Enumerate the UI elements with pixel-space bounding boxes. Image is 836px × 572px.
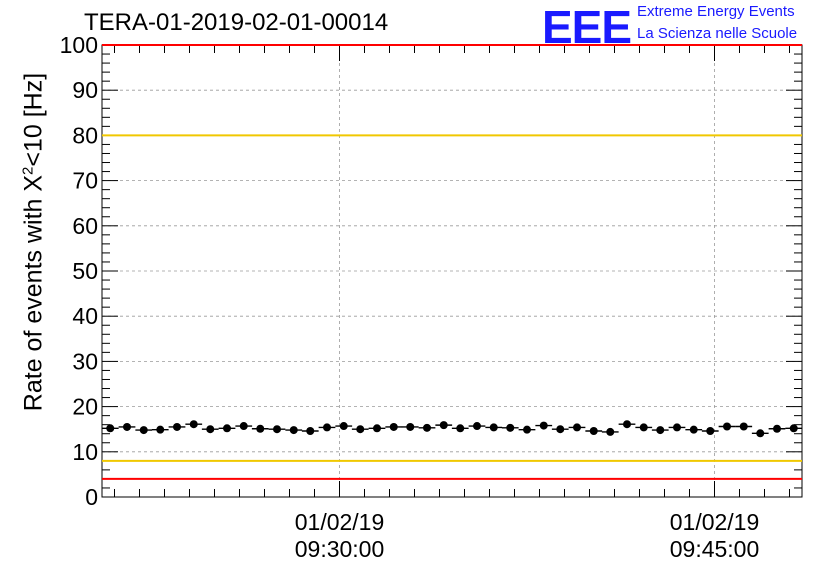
y-tick-label: 40: [72, 303, 98, 329]
y-tick-label: 100: [60, 32, 98, 58]
data-point: [423, 423, 431, 432]
y-tick-label: 50: [72, 258, 98, 284]
y-tick-label: 10: [72, 439, 98, 465]
data-point: [389, 422, 398, 431]
data-point: [489, 423, 498, 432]
data-point: [106, 424, 115, 433]
data-point: [356, 425, 365, 434]
x-tick-label-date: 01/02/19: [670, 509, 760, 535]
data-point: [173, 422, 181, 431]
data-point: [789, 424, 798, 433]
x-tick-label-time: 09:45:00: [670, 536, 760, 562]
x-tick-label-date: 01/02/19: [295, 509, 385, 535]
y-tick-label: 20: [72, 394, 98, 420]
data-point: [123, 422, 131, 431]
data-point: [539, 421, 548, 430]
data-point: [623, 420, 631, 429]
data-point: [506, 423, 515, 432]
data-point: [656, 426, 665, 435]
y-axis-label-prefix: Rate of events with X: [19, 174, 48, 412]
data-point: [473, 422, 481, 431]
y-axis-label-sup: 2: [19, 166, 37, 175]
y-axis-label-suffix: <10 [Hz]: [19, 72, 48, 167]
data-point: [439, 421, 448, 430]
data-point: [323, 423, 331, 432]
data-point: [223, 424, 231, 433]
data-point: [739, 422, 748, 431]
data-point: [606, 427, 615, 436]
data-point: [673, 423, 681, 432]
data-point: [406, 422, 415, 431]
data-point: [456, 424, 465, 433]
data-point: [573, 423, 581, 432]
chart-title: TERA-01-2019-02-01-00014: [84, 9, 389, 36]
logo-line-2: La Scienza nelle Scuole: [637, 25, 798, 42]
y-tick-label: 90: [72, 77, 98, 103]
data-point: [589, 427, 598, 436]
data-point: [373, 424, 381, 433]
data-point: [306, 427, 315, 436]
data-point: [556, 425, 565, 434]
data-point: [639, 423, 648, 432]
data-point: [706, 427, 715, 436]
y-tick-label: 30: [72, 348, 98, 374]
data-point: [756, 429, 765, 438]
data-point: [773, 424, 781, 433]
y-axis-label: Rate of events with X2<10 [Hz]: [19, 73, 48, 411]
data-point: [523, 425, 531, 434]
data-point: [189, 420, 198, 429]
logo-line-1: Extreme Energy Events: [637, 3, 795, 20]
x-tick-label-time: 09:30:00: [295, 536, 385, 562]
data-point: [289, 426, 298, 435]
data-point: [723, 422, 731, 431]
y-tick-label: 70: [72, 168, 98, 194]
data-point: [206, 425, 215, 434]
y-tick-label: 60: [72, 213, 98, 239]
data-point: [239, 422, 248, 431]
data-point: [689, 425, 698, 434]
data-point: [256, 424, 265, 433]
data-point: [339, 422, 348, 431]
y-tick-label: 0: [85, 484, 98, 510]
data-point: [273, 425, 281, 434]
data-point: [156, 425, 165, 434]
y-tick-label: 80: [72, 122, 98, 148]
data-point: [139, 426, 148, 435]
eee-logo: EEE: [542, 1, 632, 53]
